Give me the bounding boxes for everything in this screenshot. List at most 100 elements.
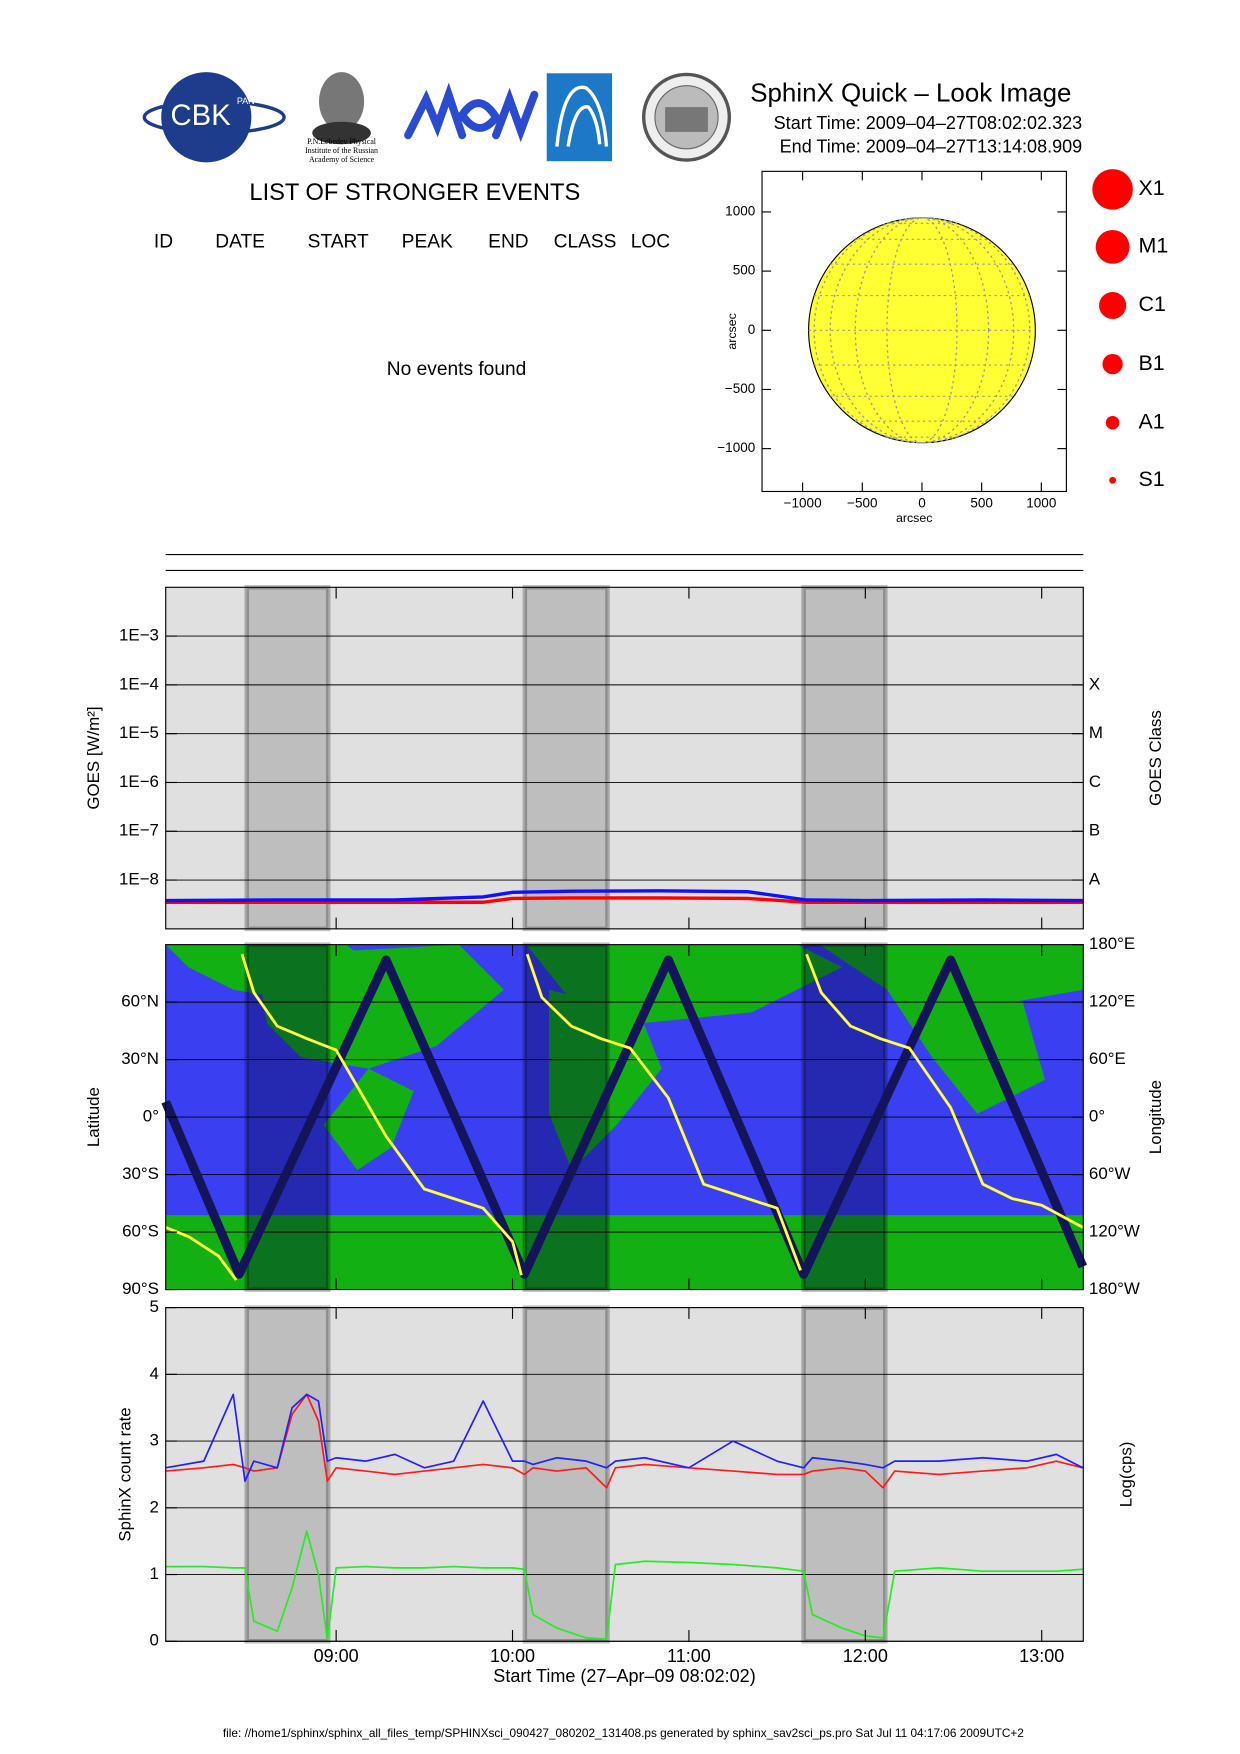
y-tick-label: 1E−7	[119, 821, 159, 840]
y2-tick-label: B	[1089, 821, 1100, 840]
events-column: DATE	[215, 231, 265, 252]
x-tick-label: 1000	[1026, 495, 1056, 510]
cbk-text: CBK	[171, 99, 232, 132]
y-tick-label: 1E−5	[119, 723, 159, 742]
y-axis-label: GOES [W/m²]	[84, 706, 103, 809]
x-tick-label: 0	[918, 495, 926, 510]
events-column: END	[488, 231, 528, 252]
x-tick-label: −1000	[784, 495, 822, 510]
cbk-sub: PAN	[237, 96, 255, 106]
lebedev-line: P.N.Lebedev Physical	[307, 137, 377, 146]
y-tick-label: −1000	[717, 440, 755, 455]
disk-meridian	[886, 217, 958, 444]
y-tick-label: 30°S	[122, 1164, 159, 1183]
end-time: End Time: 2009–04–27T13:14:08.909	[780, 136, 1083, 156]
y-axis-label: arcsec	[725, 313, 739, 349]
data-line	[165, 953, 1084, 1281]
class-symbol	[1092, 169, 1133, 210]
y2-tick-label: M	[1089, 723, 1103, 742]
x-axis-label: arcsec	[896, 511, 932, 525]
y-tick-label: 1E−6	[119, 772, 159, 791]
footer: file: //home1/sphinx/sphinx_all_files_te…	[223, 1726, 1024, 1740]
y2-tick-label: 180°W	[1089, 1279, 1140, 1298]
y-tick-label: 4	[150, 1364, 159, 1383]
start-time: Start Time: 2009–04–27T08:02:02.323	[774, 113, 1082, 133]
class-label: C1	[1139, 292, 1166, 316]
map-land	[165, 944, 1084, 1290]
lebedev-portrait	[319, 72, 365, 131]
y-tick-label: 1	[150, 1564, 159, 1583]
land-region	[255, 944, 504, 1069]
eclipse-band	[801, 585, 888, 932]
data-line	[165, 1393, 1084, 1482]
class-label: M1	[1139, 234, 1169, 258]
data-line	[165, 889, 1083, 903]
blue-logo-arcs	[555, 85, 609, 147]
y-tick-label: 0	[150, 1631, 159, 1650]
y-tick-label: 60°N	[121, 992, 159, 1011]
events-column: START	[308, 231, 369, 252]
x-tick-label: 10:00	[490, 1646, 535, 1666]
x-axis-label: Start Time (27–Apr–09 08:02:02)	[493, 1666, 755, 1686]
class-label: X1	[1139, 176, 1165, 200]
events-message: No events found	[387, 359, 527, 380]
disk-meridian	[829, 217, 1015, 444]
x-tick-label: 13:00	[1019, 1646, 1064, 1666]
y-tick-label: 60°S	[122, 1222, 159, 1241]
class-label: A1	[1139, 409, 1165, 433]
data-line	[165, 1530, 1083, 1641]
lebedev-line: Institute of the Russian	[305, 146, 378, 155]
title: SphinX Quick – Look Image	[750, 80, 1071, 108]
data-line	[161, 955, 1087, 1279]
y2-axis-label: Longitude	[1146, 1080, 1165, 1154]
x-tick-label: 500	[970, 495, 993, 510]
y2-tick-label: 60°W	[1089, 1164, 1131, 1183]
y-tick-label: 1000	[725, 204, 755, 219]
y2-axis-label: Log(cps)	[1117, 1442, 1136, 1508]
class-symbol	[1102, 353, 1123, 375]
land-region	[165, 1215, 1084, 1290]
x-tick-label: 11:00	[667, 1646, 711, 1666]
plot-frame	[165, 586, 1084, 930]
y2-tick-label: 0°	[1089, 1107, 1105, 1126]
eclipse-band	[244, 585, 331, 932]
y-tick-label: 30°N	[121, 1049, 159, 1068]
eclipse-band	[522, 1305, 610, 1644]
logos: CBK PAN P.N.Lebedev Physical Institute o…	[142, 72, 732, 164]
cbk-logo	[161, 72, 252, 163]
y-tick-label: 1E−3	[119, 626, 159, 645]
y2-tick-label: 60°E	[1089, 1049, 1126, 1068]
y2-tick-label: 180°E	[1089, 934, 1135, 953]
y-axis-label: SphinX count rate	[116, 1407, 135, 1541]
class-label: S1	[1139, 467, 1165, 491]
y2-tick-label: X	[1089, 674, 1100, 693]
y-tick-label: 1E−8	[119, 870, 159, 889]
x-tick-label: 09:00	[314, 1646, 359, 1666]
eclipse-band	[522, 585, 610, 932]
y2-tick-label: 120°W	[1089, 1222, 1140, 1241]
class-symbol	[1109, 476, 1116, 484]
y-tick-label: 3	[150, 1431, 159, 1450]
y2-tick-label: A	[1089, 870, 1101, 889]
x-tick-label: −500	[847, 495, 877, 510]
y-axis-label: Latitude	[84, 1087, 103, 1147]
disk-meridian	[813, 217, 1031, 444]
y-tick-label: 90°S	[122, 1279, 159, 1298]
y-tick-label: 5	[150, 1297, 159, 1316]
events-title: LIST OF STRONGER EVENTS	[249, 180, 580, 206]
events-column: ID	[154, 231, 173, 252]
class-symbol	[1105, 415, 1120, 430]
cbk-ring	[142, 99, 286, 135]
events-column: LOC	[631, 231, 671, 252]
mephi-logo	[404, 82, 539, 143]
y-tick-label: 1E−4	[119, 674, 159, 693]
disk-grid	[808, 217, 1036, 444]
land-region	[819, 944, 1084, 1013]
y-tick-label: 0°	[143, 1107, 159, 1126]
eclipse-band	[244, 1305, 331, 1644]
plot-background	[165, 587, 1084, 929]
y-tick-label: 2	[150, 1497, 159, 1516]
plot-frame	[165, 1307, 1084, 1642]
data-line	[165, 896, 1083, 904]
